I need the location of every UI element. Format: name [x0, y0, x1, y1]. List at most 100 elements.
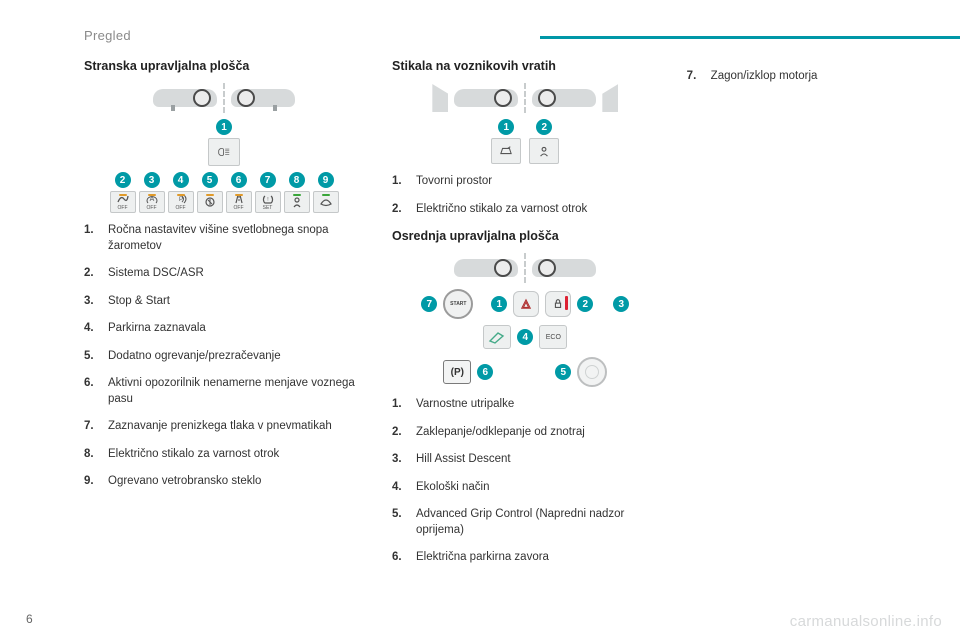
- door-shape-icon: [602, 84, 618, 112]
- central-panel-title: Osrednja upravljalna plošča: [392, 229, 659, 243]
- badge-9: 9: [318, 172, 334, 188]
- list-item: 1.Tovorni prostor: [392, 174, 659, 190]
- list-item: 4.Ekološki način: [392, 480, 659, 496]
- lane-warn-button: OFF: [226, 191, 252, 213]
- eco-button: ECO: [539, 325, 567, 349]
- side-panel-figure: 1 2 OFF 3: [84, 83, 364, 213]
- lock-button: [545, 291, 571, 317]
- steering-wheel-icon: [193, 89, 211, 107]
- door-shape-icon: [432, 84, 448, 112]
- page: Pregled Stranska upravljalna plošča: [0, 0, 960, 640]
- list-item: 3.Stop & Start: [84, 294, 364, 310]
- badge-1: 1: [491, 296, 507, 312]
- start-label: START: [450, 301, 466, 307]
- col-side-panel: Stranska upravljalna plošča 1: [84, 57, 364, 578]
- watermark: carmanualsonline.info: [790, 613, 942, 630]
- start-stop-button: START: [443, 289, 473, 319]
- list-item: 6.Električna parkirna zavora: [392, 550, 659, 566]
- dash-right: [532, 89, 596, 107]
- list-item: 2.Zaklepanje/odklepanje od znotraj: [392, 425, 659, 441]
- aux-heat-button: [197, 191, 223, 213]
- svg-text:!: !: [267, 197, 268, 203]
- door-badge-row: 1 2: [491, 119, 559, 164]
- hill-descent-button: [483, 325, 511, 349]
- wheel-pair: [153, 83, 295, 113]
- central-panel-figure: 7 START 1 2 3: [392, 253, 659, 387]
- list-item: 1.Varnostne utripalke: [392, 397, 659, 413]
- parking-brake-button: (P): [443, 360, 471, 384]
- lock-led-icon: [565, 296, 568, 310]
- badge-6: 6: [231, 172, 247, 188]
- lock-icon: [551, 298, 565, 310]
- side-panel-list: 1.Ročna nastavitev višine svetlobnega sn…: [84, 223, 364, 490]
- list-item: 2.Sistema DSC/ASR: [84, 266, 364, 282]
- dash-right: [532, 259, 596, 277]
- dash-left: [454, 89, 518, 107]
- pedal-icon: [273, 105, 277, 111]
- door-switches-figure: 1 2: [392, 83, 659, 164]
- list-item: 3.Hill Assist Descent: [392, 452, 659, 468]
- child-lock-button: [284, 191, 310, 213]
- badge-7: 7: [260, 172, 276, 188]
- stop-start-button: A OFF: [139, 191, 165, 213]
- right-list: 7.Zagon/izklop motorja: [687, 69, 900, 85]
- badge-8: 8: [289, 172, 305, 188]
- col-center: Stikala na voznikovih vratih 1 2: [392, 57, 659, 578]
- badge-3: 3: [613, 296, 629, 312]
- headlamp-level-icon: [217, 146, 231, 158]
- list-item: 6.Aktivni opozorilnik nenamerne menjave …: [84, 376, 364, 407]
- columns: Stranska upravljalna plošča 1: [84, 57, 900, 578]
- badge-2: 2: [577, 296, 593, 312]
- list-item: 1.Ročna nastavitev višine svetlobnega sn…: [84, 223, 364, 254]
- dsc-off-button: OFF: [110, 191, 136, 213]
- badge-1: 1: [498, 119, 514, 135]
- button-row: 2 OFF 3 A OFF 4 P OFF: [110, 172, 339, 213]
- door-set: [432, 83, 618, 113]
- badge-5: 5: [202, 172, 218, 188]
- list-item: 2.Električno stikalo za varnost otrok: [392, 202, 659, 218]
- list-item: 5.Advanced Grip Control (Napredni nadzor…: [392, 507, 659, 538]
- badge-7: 7: [421, 296, 437, 312]
- cargo-icon: [499, 145, 513, 157]
- central-row: 7 START 1 2 3: [410, 289, 640, 349]
- badge-2: 2: [536, 119, 552, 135]
- headlamp-level-button: [208, 138, 240, 166]
- eco-label: ECO: [546, 334, 561, 341]
- door-switches-list: 1.Tovorni prostor 2.Električno stikalo z…: [392, 174, 659, 217]
- child-lock-button: [529, 138, 559, 164]
- dash-left: [454, 259, 518, 277]
- steering-wheel-icon: [538, 259, 556, 277]
- central-panel-list: 1.Varnostne utripalke 2.Zaklepanje/odkle…: [392, 397, 659, 566]
- list-item: 4.Parkirna zaznavala: [84, 321, 364, 337]
- steering-wheel-icon: [494, 259, 512, 277]
- heated-screen-button: [313, 191, 339, 213]
- pedal-icon: [171, 105, 175, 111]
- badge-4: 4: [173, 172, 189, 188]
- steering-wheel-icon: [237, 89, 255, 107]
- divider-icon: [524, 253, 526, 283]
- list-item: 9.Ogrevano vetrobransko steklo: [84, 474, 364, 490]
- steering-wheel-icon: [538, 89, 556, 107]
- page-number: 6: [26, 612, 33, 626]
- dash-right: [231, 89, 295, 107]
- wheel-pair: [454, 253, 596, 283]
- side-panel-title: Stranska upravljalna plošča: [84, 59, 364, 73]
- steering-wheel-icon: [494, 89, 512, 107]
- grip-control-dial: [577, 357, 607, 387]
- header-rule: [540, 36, 960, 39]
- badge-6: 6: [477, 364, 493, 380]
- hill-descent-icon: [488, 330, 506, 344]
- hazard-icon: [519, 298, 533, 310]
- badge-2: 2: [115, 172, 131, 188]
- list-item: 7.Zagon/izklop motorja: [687, 69, 900, 85]
- badge-1: 1: [216, 119, 232, 135]
- park-sensor-button: P OFF: [168, 191, 194, 213]
- cargo-button: [491, 138, 521, 164]
- door-switches-title: Stikala na voznikovih vratih: [392, 59, 659, 73]
- col-right: 7.Zagon/izklop motorja: [687, 57, 900, 578]
- child-lock-icon: [537, 145, 551, 157]
- headlamp-stack: 1: [208, 119, 240, 166]
- badge-5: 5: [555, 364, 571, 380]
- dash-left: [153, 89, 217, 107]
- badge-4: 4: [517, 329, 533, 345]
